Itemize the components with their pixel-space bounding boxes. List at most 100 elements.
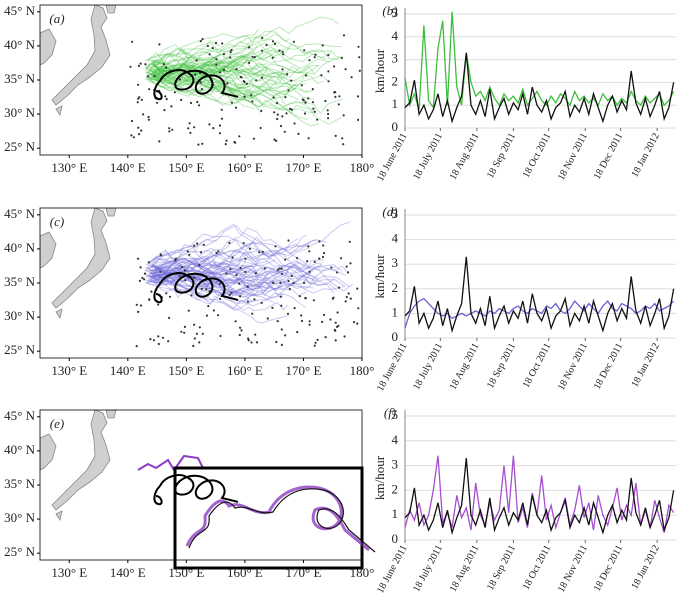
end-point <box>130 119 134 123</box>
end-point <box>233 140 236 144</box>
end-point <box>131 40 134 43</box>
end-point <box>280 343 283 346</box>
end-point <box>199 40 202 43</box>
end-point <box>300 319 304 322</box>
drift-track <box>145 59 232 77</box>
end-point <box>271 306 274 309</box>
end-point <box>314 53 317 56</box>
end-point <box>242 242 245 245</box>
end-point <box>357 307 360 310</box>
end-point <box>313 110 316 113</box>
end-point <box>304 101 307 104</box>
drift-track <box>153 53 245 80</box>
drift-track <box>145 275 284 310</box>
drift-track <box>152 248 350 287</box>
end-point <box>321 44 324 47</box>
end-point <box>129 65 132 68</box>
end-point <box>190 294 193 297</box>
end-point <box>142 113 145 116</box>
drift-track <box>154 64 320 86</box>
drift-track <box>147 235 270 264</box>
drift-track <box>151 238 299 269</box>
y-tick-label: 3 <box>392 51 399 66</box>
end-point <box>298 295 301 298</box>
drift-track <box>149 33 278 71</box>
drift-track <box>151 257 253 302</box>
end-point <box>340 257 343 260</box>
x-tick-label: 18 June 2011 <box>375 131 410 183</box>
end-point <box>311 101 314 104</box>
end-point <box>140 98 143 101</box>
end-point <box>273 42 277 46</box>
y-tick-label: 0 <box>392 119 399 134</box>
end-point <box>333 328 336 331</box>
end-point <box>251 100 254 103</box>
drift-track <box>148 28 260 72</box>
end-point <box>201 142 204 145</box>
drift-track <box>147 48 326 82</box>
y-tick-label: 25° N <box>4 544 35 559</box>
y-tick-label: 4 <box>392 28 399 43</box>
end-point <box>187 127 190 130</box>
end-point <box>292 281 295 285</box>
drift-track <box>152 74 262 114</box>
end-point <box>334 134 337 137</box>
end-point <box>173 91 176 94</box>
x-tick-label: 18 Jan 2012 <box>629 341 661 389</box>
end-point <box>287 239 290 242</box>
end-point <box>244 257 247 260</box>
end-point <box>280 267 283 270</box>
end-point <box>297 132 300 135</box>
end-point <box>304 297 307 300</box>
end-point <box>155 101 159 104</box>
drift-track <box>153 62 262 105</box>
end-point <box>356 95 360 98</box>
end-point <box>280 304 283 307</box>
end-point <box>193 323 196 326</box>
end-point <box>219 334 222 338</box>
end-point <box>207 305 210 308</box>
observed-track <box>153 474 239 506</box>
end-point <box>300 84 303 87</box>
end-point <box>272 96 275 99</box>
end-point <box>313 260 316 263</box>
panel-label: (b) <box>382 3 397 18</box>
drift-track <box>149 56 251 75</box>
drift-track <box>151 56 217 76</box>
end-point <box>231 256 234 259</box>
end-point <box>274 245 277 248</box>
end-point <box>333 91 336 94</box>
drift-track <box>154 50 268 77</box>
end-point <box>290 274 293 278</box>
drift-track <box>153 258 312 285</box>
end-point <box>308 270 311 273</box>
end-point <box>165 98 168 101</box>
end-point <box>329 318 332 321</box>
panel-label: (e) <box>50 416 64 431</box>
drift-track <box>150 67 230 81</box>
end-point <box>132 136 135 139</box>
end-point <box>265 44 268 47</box>
end-point <box>147 115 150 119</box>
end-point <box>246 285 249 288</box>
end-point <box>344 68 347 71</box>
end-point <box>188 253 191 256</box>
drift-track <box>153 73 342 125</box>
end-point <box>343 335 346 338</box>
y-tick-label: 3 <box>392 457 399 472</box>
end-point <box>197 143 200 146</box>
end-point <box>180 98 183 101</box>
end-point <box>247 46 251 49</box>
end-point <box>199 251 203 254</box>
end-point <box>183 331 186 334</box>
end-point <box>279 281 282 284</box>
end-point <box>137 97 140 100</box>
drift-track <box>146 59 319 86</box>
end-point <box>163 109 166 112</box>
end-point <box>313 344 316 347</box>
end-point <box>235 68 238 71</box>
drift-track <box>145 30 290 61</box>
end-point <box>225 139 228 142</box>
end-point <box>153 74 156 77</box>
end-point <box>307 137 310 140</box>
